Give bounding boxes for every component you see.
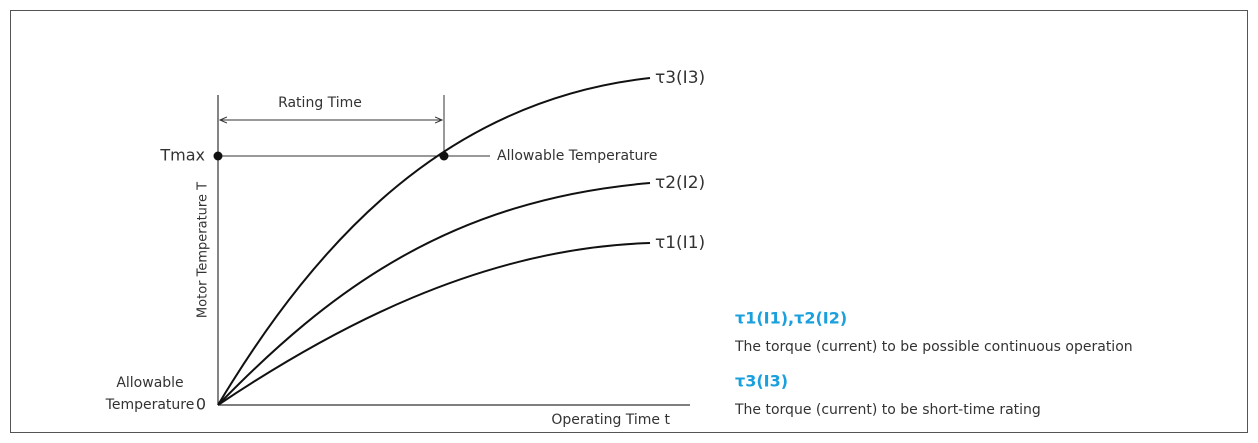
note-title: τ1(I1),τ2(I2) [735,309,847,328]
curve-label: τ2(I2) [655,173,705,193]
curve-label: τ1(I1) [655,233,705,253]
origin-value: 0 [196,395,206,414]
note-title: τ3(I3) [735,372,788,391]
tmax-label: Tmax [159,146,205,165]
note-text: The torque (current) to be possible cont… [734,339,1133,355]
rating-time-label: Rating Time [278,95,362,111]
allowable-temp-label: Allowable Temperature [497,148,657,164]
curve-label: τ3(I3) [655,68,705,88]
intersection-point [439,151,449,161]
note-text: The torque (current) to be short-time ra… [734,402,1041,418]
frame [10,10,1248,433]
curve-tau3 [217,77,651,406]
curve-tau1 [217,242,651,406]
tmax-point [213,151,223,161]
x-axis-label: Operating Time t [551,412,670,428]
origin-label: Allowable [116,375,183,391]
y-axis-label: Motor Temperature T [196,182,211,318]
origin-label: Temperature [105,397,195,413]
curve-tau2 [217,182,651,406]
